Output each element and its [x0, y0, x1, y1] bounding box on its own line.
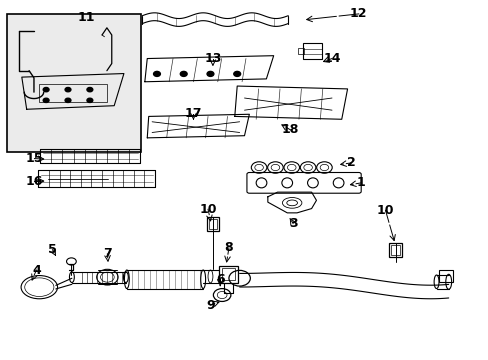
Text: 2: 2: [346, 156, 355, 169]
Bar: [221, 268, 235, 280]
Circle shape: [233, 71, 240, 76]
Text: 15: 15: [26, 152, 43, 165]
Bar: [39, 84, 107, 102]
Circle shape: [43, 87, 49, 92]
Text: 9: 9: [206, 298, 214, 311]
Circle shape: [65, 98, 71, 103]
Circle shape: [65, 87, 71, 92]
Bar: [218, 266, 238, 283]
Bar: [438, 270, 452, 282]
Text: 13: 13: [204, 52, 221, 65]
Bar: [390, 246, 399, 255]
Circle shape: [43, 98, 49, 103]
Bar: [297, 48, 303, 54]
Text: 3: 3: [288, 217, 297, 230]
Text: 18: 18: [282, 123, 299, 136]
Circle shape: [206, 71, 213, 76]
Text: 14: 14: [323, 52, 340, 65]
Text: 7: 7: [103, 247, 112, 260]
Text: 10: 10: [376, 204, 393, 217]
Text: 16: 16: [26, 175, 43, 188]
Bar: [388, 243, 401, 257]
Circle shape: [153, 71, 160, 76]
Bar: [302, 43, 322, 59]
Text: 4: 4: [32, 264, 41, 276]
Text: 5: 5: [48, 243, 57, 256]
Text: 1: 1: [356, 176, 365, 189]
Text: 17: 17: [184, 107, 202, 120]
Circle shape: [87, 98, 93, 103]
Text: 8: 8: [224, 241, 233, 255]
Bar: [206, 217, 219, 231]
Text: 11: 11: [78, 11, 95, 24]
Text: 12: 12: [349, 8, 367, 21]
Circle shape: [87, 87, 93, 92]
Text: 10: 10: [199, 203, 216, 216]
Circle shape: [180, 71, 187, 76]
Text: 6: 6: [215, 273, 224, 286]
Bar: [7, 14, 141, 152]
Bar: [208, 219, 217, 229]
